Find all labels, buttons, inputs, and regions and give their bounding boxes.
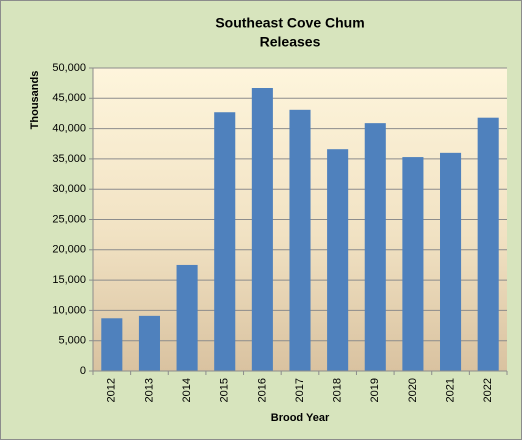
bar	[251, 87, 273, 372]
x-axis-title: Brood Year	[271, 412, 330, 424]
x-tick-label: 2019	[369, 378, 381, 402]
chart-title: Southeast Cove Chum	[215, 15, 364, 31]
x-tick-label: 2018	[332, 378, 344, 402]
x-tick-label: 2015	[219, 378, 231, 402]
bar	[327, 149, 349, 371]
chart-title: Releases	[260, 34, 321, 50]
y-tick-label: 25,000	[52, 213, 86, 225]
y-tick-label: 50,000	[52, 62, 86, 74]
x-tick-label: 2016	[256, 378, 268, 402]
y-tick-label: 35,000	[52, 153, 86, 165]
y-tick-label: 5,000	[58, 335, 86, 347]
y-tick-label: 15,000	[52, 274, 86, 286]
y-axis-title: Thousands	[29, 71, 41, 130]
y-tick-label: 30,000	[52, 183, 86, 195]
y-tick-label: 40,000	[52, 123, 86, 135]
bar	[214, 112, 236, 371]
y-tick-label: 20,000	[52, 244, 86, 256]
bar	[138, 315, 160, 371]
x-tick-label: 2020	[407, 378, 419, 402]
x-tick-label: 2014	[181, 378, 193, 402]
y-tick-label: 10,000	[52, 304, 86, 316]
x-tick-label: 2021	[444, 378, 456, 402]
y-tick-label: 45,000	[52, 92, 86, 104]
bar	[289, 109, 311, 372]
y-tick-label: 0	[80, 365, 86, 377]
bar	[440, 152, 462, 371]
bar	[402, 157, 424, 371]
bar	[176, 264, 198, 371]
bar	[364, 123, 386, 372]
bar	[477, 117, 499, 371]
x-tick-label: 2012	[106, 378, 118, 402]
x-tick-label: 2013	[143, 378, 155, 402]
bar	[101, 318, 123, 371]
x-tick-label: 2017	[294, 378, 306, 402]
x-tick-label: 2022	[482, 378, 494, 402]
